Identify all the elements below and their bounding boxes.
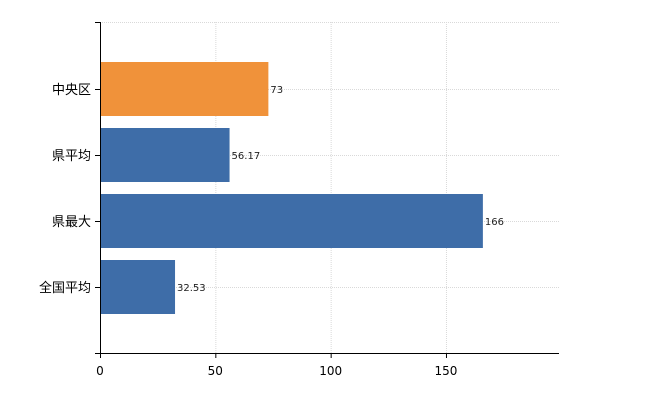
bar-value-label: 166 <box>485 217 504 228</box>
bar <box>100 62 269 116</box>
category-label: 県最大 <box>52 215 91 230</box>
x-tick-label: 50 <box>208 364 223 378</box>
category-label: 中央区 <box>52 83 91 98</box>
bar-value-label: 32.53 <box>177 283 206 294</box>
category-label: 全国平均 <box>39 280 91 296</box>
bar-value-label: 73 <box>270 85 283 96</box>
bar <box>100 128 230 182</box>
x-tick-label: 0 <box>96 364 104 378</box>
bars <box>100 62 483 314</box>
bar <box>100 260 176 314</box>
bar-value-label: 56.17 <box>232 151 261 162</box>
category-label: 県平均 <box>52 149 91 164</box>
x-tick-label: 100 <box>319 364 342 378</box>
value-labels: 73 56.17 166 32.53 <box>177 85 504 294</box>
bar <box>100 194 483 248</box>
axes <box>95 22 559 358</box>
x-tick-label: 150 <box>435 364 458 378</box>
